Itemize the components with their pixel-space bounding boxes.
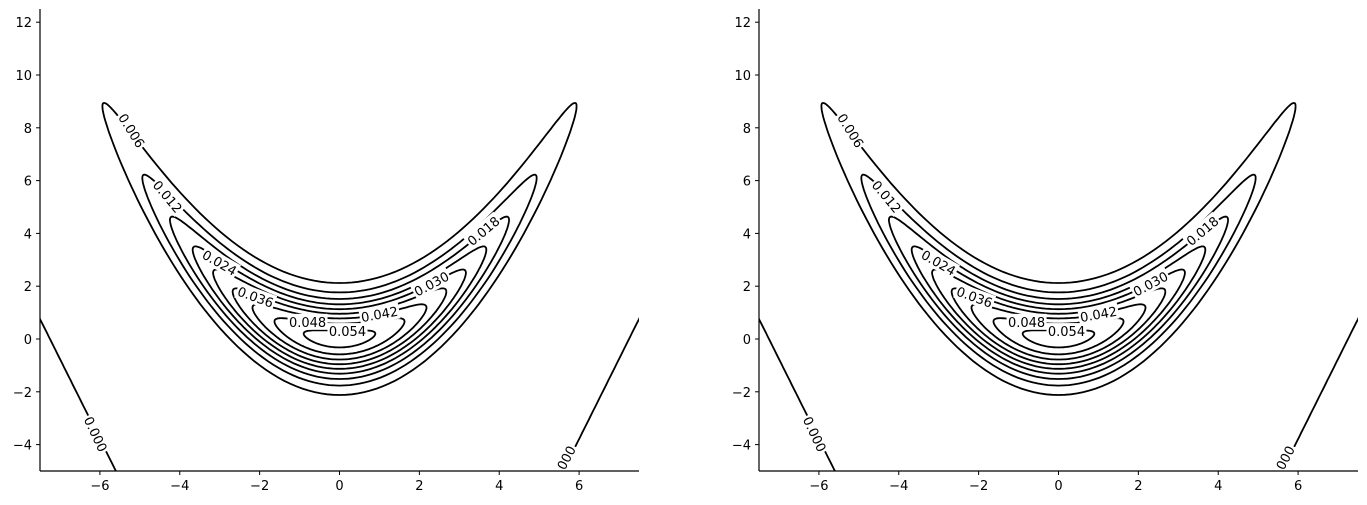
svg-text:0.042: 0.042	[360, 305, 399, 326]
y-tick-label: −2	[732, 386, 751, 401]
y-tick-label: 8	[743, 122, 751, 137]
y-tick-label: 4	[743, 227, 751, 242]
contour-level-0.006	[101, 102, 578, 396]
svg-text:0.054: 0.054	[1048, 325, 1085, 340]
y-tick-label: 12	[15, 16, 32, 31]
x-tick-label: −4	[170, 479, 189, 494]
contour-label: 0.054	[1046, 323, 1087, 340]
contour-lines: 0.0060.0120.0180.0240.0300.0360.0420.048…	[759, 102, 1358, 471]
y-tick-label: 12	[734, 16, 751, 31]
y-tick-label: 0	[24, 333, 32, 348]
right-plot: 0.0060.0120.0180.0240.0300.0360.0420.048…	[732, 9, 1358, 494]
y-tick-label: −4	[732, 439, 751, 454]
contour-label: 0.018	[1181, 211, 1223, 250]
x-tick-label: −6	[809, 479, 828, 494]
x-tick-label: 2	[415, 479, 423, 494]
svg-text:0.054: 0.054	[329, 325, 366, 340]
contour-label: 0.006	[833, 109, 869, 152]
x-tick-label: 6	[575, 479, 583, 494]
y-tick-label: 2	[24, 280, 32, 295]
contour-label: 0.000	[799, 412, 831, 456]
x-tick-label: −2	[250, 479, 269, 494]
x-tick-label: 2	[1134, 479, 1142, 494]
y-tick-label: 10	[15, 69, 32, 84]
contour-label: 0.018	[462, 211, 504, 250]
contour-level-0.018	[168, 215, 510, 380]
contour-level-0.030	[212, 268, 467, 370]
contour-label: 0.042	[358, 302, 401, 326]
contour-level-0.012	[860, 173, 1257, 387]
contour-level-0.006	[820, 102, 1297, 396]
y-tick-label: 6	[743, 175, 751, 190]
svg-text:0.006: 0.006	[114, 111, 146, 151]
y-tick-label: 4	[24, 227, 32, 242]
x-tick-label: 0	[335, 479, 343, 494]
y-tick-label: 6	[24, 175, 32, 190]
y-tick-label: 8	[24, 122, 32, 137]
contour-lines: 0.0060.0120.0180.0240.0300.0360.0420.048…	[40, 102, 639, 471]
contour-label: 0.048	[1006, 313, 1047, 331]
contour-level-0.030	[931, 268, 1186, 370]
x-tick-label: 6	[1294, 479, 1302, 494]
contour-label: 0.000	[80, 412, 112, 456]
y-tick-label: 2	[743, 280, 751, 295]
svg-text:0.042: 0.042	[1079, 305, 1118, 326]
y-tick-label: −4	[13, 439, 32, 454]
svg-text:0.048: 0.048	[1008, 316, 1045, 331]
left-plot: 0.0060.0120.0180.0240.0300.0360.0420.048…	[13, 9, 639, 494]
y-tick-label: 0	[743, 333, 751, 348]
contour-label: 0.048	[287, 313, 328, 331]
contour-level-0.018	[887, 215, 1229, 380]
x-tick-label: −4	[889, 479, 908, 494]
svg-text:0.048: 0.048	[289, 316, 326, 331]
contour-label: 0.042	[1077, 302, 1120, 326]
x-tick-label: 0	[1054, 479, 1062, 494]
contour-label: 0.054	[327, 323, 368, 340]
x-tick-label: 4	[1214, 479, 1222, 494]
y-tick-label: −2	[13, 386, 32, 401]
contour-level-0.012	[141, 173, 538, 387]
x-tick-label: −6	[90, 479, 109, 494]
svg-text:0.006: 0.006	[833, 111, 865, 151]
contour-label: 0.006	[114, 109, 150, 152]
y-tick-label: 10	[734, 69, 751, 84]
x-tick-label: −2	[969, 479, 988, 494]
x-tick-label: 4	[495, 479, 503, 494]
